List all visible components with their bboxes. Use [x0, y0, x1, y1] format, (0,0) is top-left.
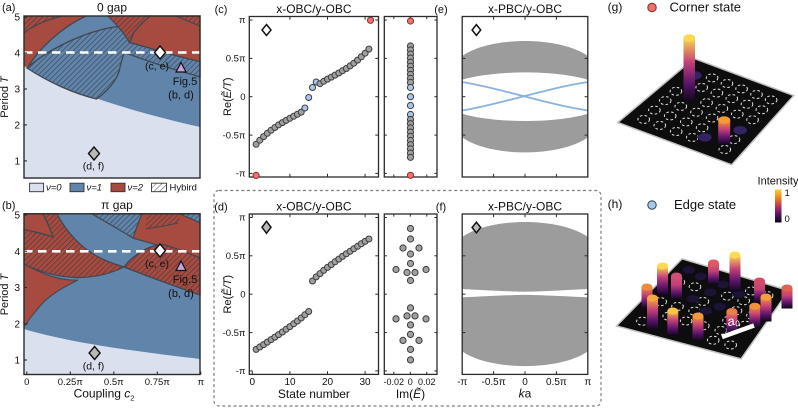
svg-text:0.02: 0.02: [418, 377, 436, 387]
svg-text:π: π: [584, 377, 591, 388]
svg-text:1: 1: [14, 356, 20, 367]
svg-text:5: 5: [14, 211, 20, 222]
svg-text:(d, f): (d, f): [83, 161, 105, 173]
svg-text:-π: -π: [236, 366, 246, 377]
svg-text:ν=2: ν=2: [128, 183, 144, 194]
svg-text:3: 3: [14, 84, 20, 95]
svg-text:(b, d): (b, d): [168, 288, 194, 300]
svg-text:Period T: Period T: [0, 75, 11, 118]
svg-text:5: 5: [14, 13, 20, 24]
svg-text:-0.02: -0.02: [384, 377, 405, 387]
svg-text:-0.5π: -0.5π: [223, 328, 246, 339]
svg-text:π: π: [239, 15, 246, 26]
svg-text:-0.5π: -0.5π: [482, 377, 506, 388]
svg-text:4: 4: [14, 48, 20, 59]
svg-text:π gap: π gap: [101, 198, 133, 212]
svg-text:(c): (c): [215, 4, 228, 16]
svg-text:(c, e): (c, e): [145, 258, 169, 270]
svg-text:x-OBC/y-OBC: x-OBC/y-OBC: [276, 200, 352, 214]
svg-text:0: 0: [24, 377, 29, 388]
svg-text:(g): (g): [608, 0, 623, 14]
svg-text:State number: State number: [278, 387, 350, 401]
svg-text:x-OBC/y-OBC: x-OBC/y-OBC: [276, 2, 352, 16]
svg-text:0: 0: [240, 92, 245, 103]
svg-text:Corner state: Corner state: [670, 0, 742, 15]
svg-text:π: π: [239, 213, 246, 224]
svg-text:x-PBC/y-OBC: x-PBC/y-OBC: [488, 200, 562, 214]
svg-text:0 gap: 0 gap: [97, 1, 127, 15]
svg-text:Intensity: Intensity: [758, 176, 798, 188]
svg-text:π: π: [198, 377, 205, 388]
svg-text:Hybird: Hybird: [170, 183, 197, 194]
svg-text:0.5π: 0.5π: [226, 54, 246, 65]
svg-text:ν=1: ν=1: [87, 183, 103, 194]
svg-text:(b, d): (b, d): [168, 90, 194, 102]
svg-text:ka: ka: [519, 387, 532, 401]
svg-text:Coupling c2: Coupling c2: [74, 387, 135, 403]
svg-text:0.5π: 0.5π: [226, 251, 246, 262]
svg-text:0: 0: [240, 289, 245, 300]
svg-text:0.5π: 0.5π: [546, 377, 567, 388]
svg-text:(e): (e): [434, 4, 447, 16]
svg-text:0.25π: 0.25π: [58, 377, 83, 388]
svg-text:Edge state: Edge state: [674, 197, 736, 212]
svg-text:(b): (b): [2, 200, 15, 212]
svg-text:ν=0: ν=0: [46, 183, 62, 194]
svg-text:-π: -π: [236, 169, 246, 180]
svg-text:Fig.5: Fig.5: [173, 76, 197, 88]
svg-text:0.75π: 0.75π: [145, 377, 170, 388]
svg-text:x-PBC/y-OBC: x-PBC/y-OBC: [488, 2, 562, 16]
svg-text:Re(Ẽ/T): Re(Ẽ/T): [221, 77, 234, 116]
svg-text:Fig.5: Fig.5: [173, 274, 197, 286]
svg-text:10: 10: [284, 377, 296, 388]
svg-text:0: 0: [785, 214, 790, 225]
svg-text:(a): (a): [2, 2, 15, 14]
svg-text:4: 4: [14, 247, 20, 258]
svg-text:2: 2: [14, 319, 20, 330]
svg-text:30: 30: [359, 377, 371, 388]
svg-text:0: 0: [250, 377, 256, 388]
svg-text:Im(Ẽ): Im(Ẽ): [396, 387, 425, 401]
svg-text:0: 0: [408, 377, 413, 387]
svg-text:20: 20: [322, 377, 334, 388]
svg-text:1: 1: [785, 188, 790, 199]
svg-text:(h): (h): [608, 197, 623, 211]
svg-text:-0.5π: -0.5π: [223, 130, 246, 141]
svg-text:-π: -π: [457, 377, 467, 388]
svg-text:3: 3: [14, 283, 20, 294]
svg-text:1: 1: [14, 156, 20, 167]
svg-text:(d): (d): [214, 202, 227, 214]
svg-text:(f): (f): [436, 202, 446, 214]
svg-text:(c, e): (c, e): [145, 61, 169, 73]
svg-text:Period T: Period T: [0, 272, 11, 315]
svg-text:Re(Ẽ/T): Re(Ẽ/T): [221, 275, 234, 314]
svg-text:0.5π: 0.5π: [104, 377, 124, 388]
svg-text:(d, f): (d, f): [83, 361, 105, 373]
svg-text:2: 2: [14, 120, 20, 131]
svg-text:0: 0: [522, 377, 528, 388]
